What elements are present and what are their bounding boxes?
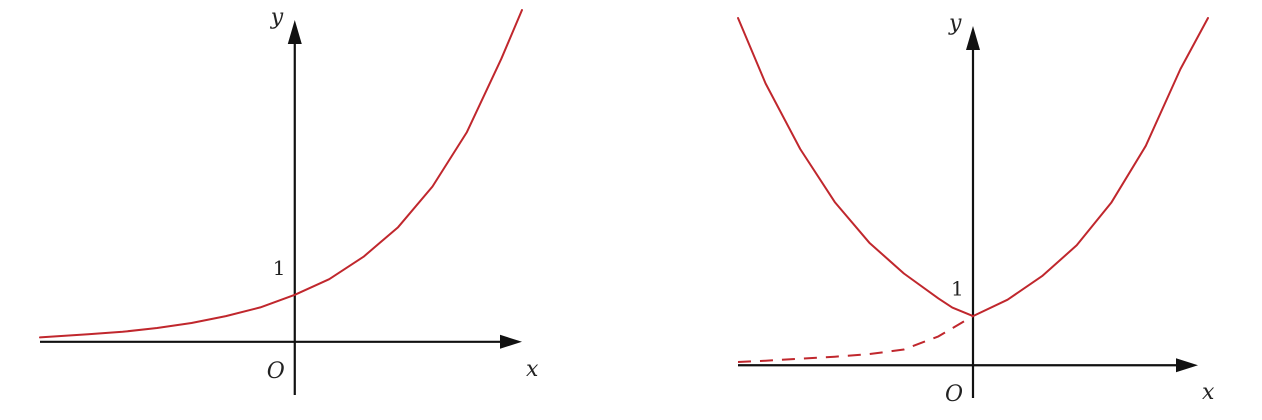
y-axis-arrow-icon xyxy=(966,26,980,50)
y-tick-label: 1 xyxy=(273,256,286,280)
chart-right: x y O 1 xyxy=(737,11,1215,407)
y-tick-label: 1 xyxy=(951,277,964,301)
x-axis-arrow-icon xyxy=(500,334,522,349)
origin-label: O xyxy=(267,359,285,384)
dashed-curve-series-1 xyxy=(737,315,974,363)
y-axis-label: y xyxy=(948,11,962,36)
y-axis-arrow-icon xyxy=(287,20,302,44)
curve-series-2 xyxy=(972,17,1209,318)
y-axis-label: y xyxy=(270,5,284,30)
curve-series-0 xyxy=(737,17,974,318)
x-axis-label: x xyxy=(526,357,539,382)
x-axis-label: x xyxy=(1202,380,1215,405)
origin-label: O xyxy=(945,382,963,407)
chart-left: x y O 1 xyxy=(39,5,539,395)
curve-series-0 xyxy=(39,9,523,339)
x-axis-arrow-icon xyxy=(1176,358,1198,373)
